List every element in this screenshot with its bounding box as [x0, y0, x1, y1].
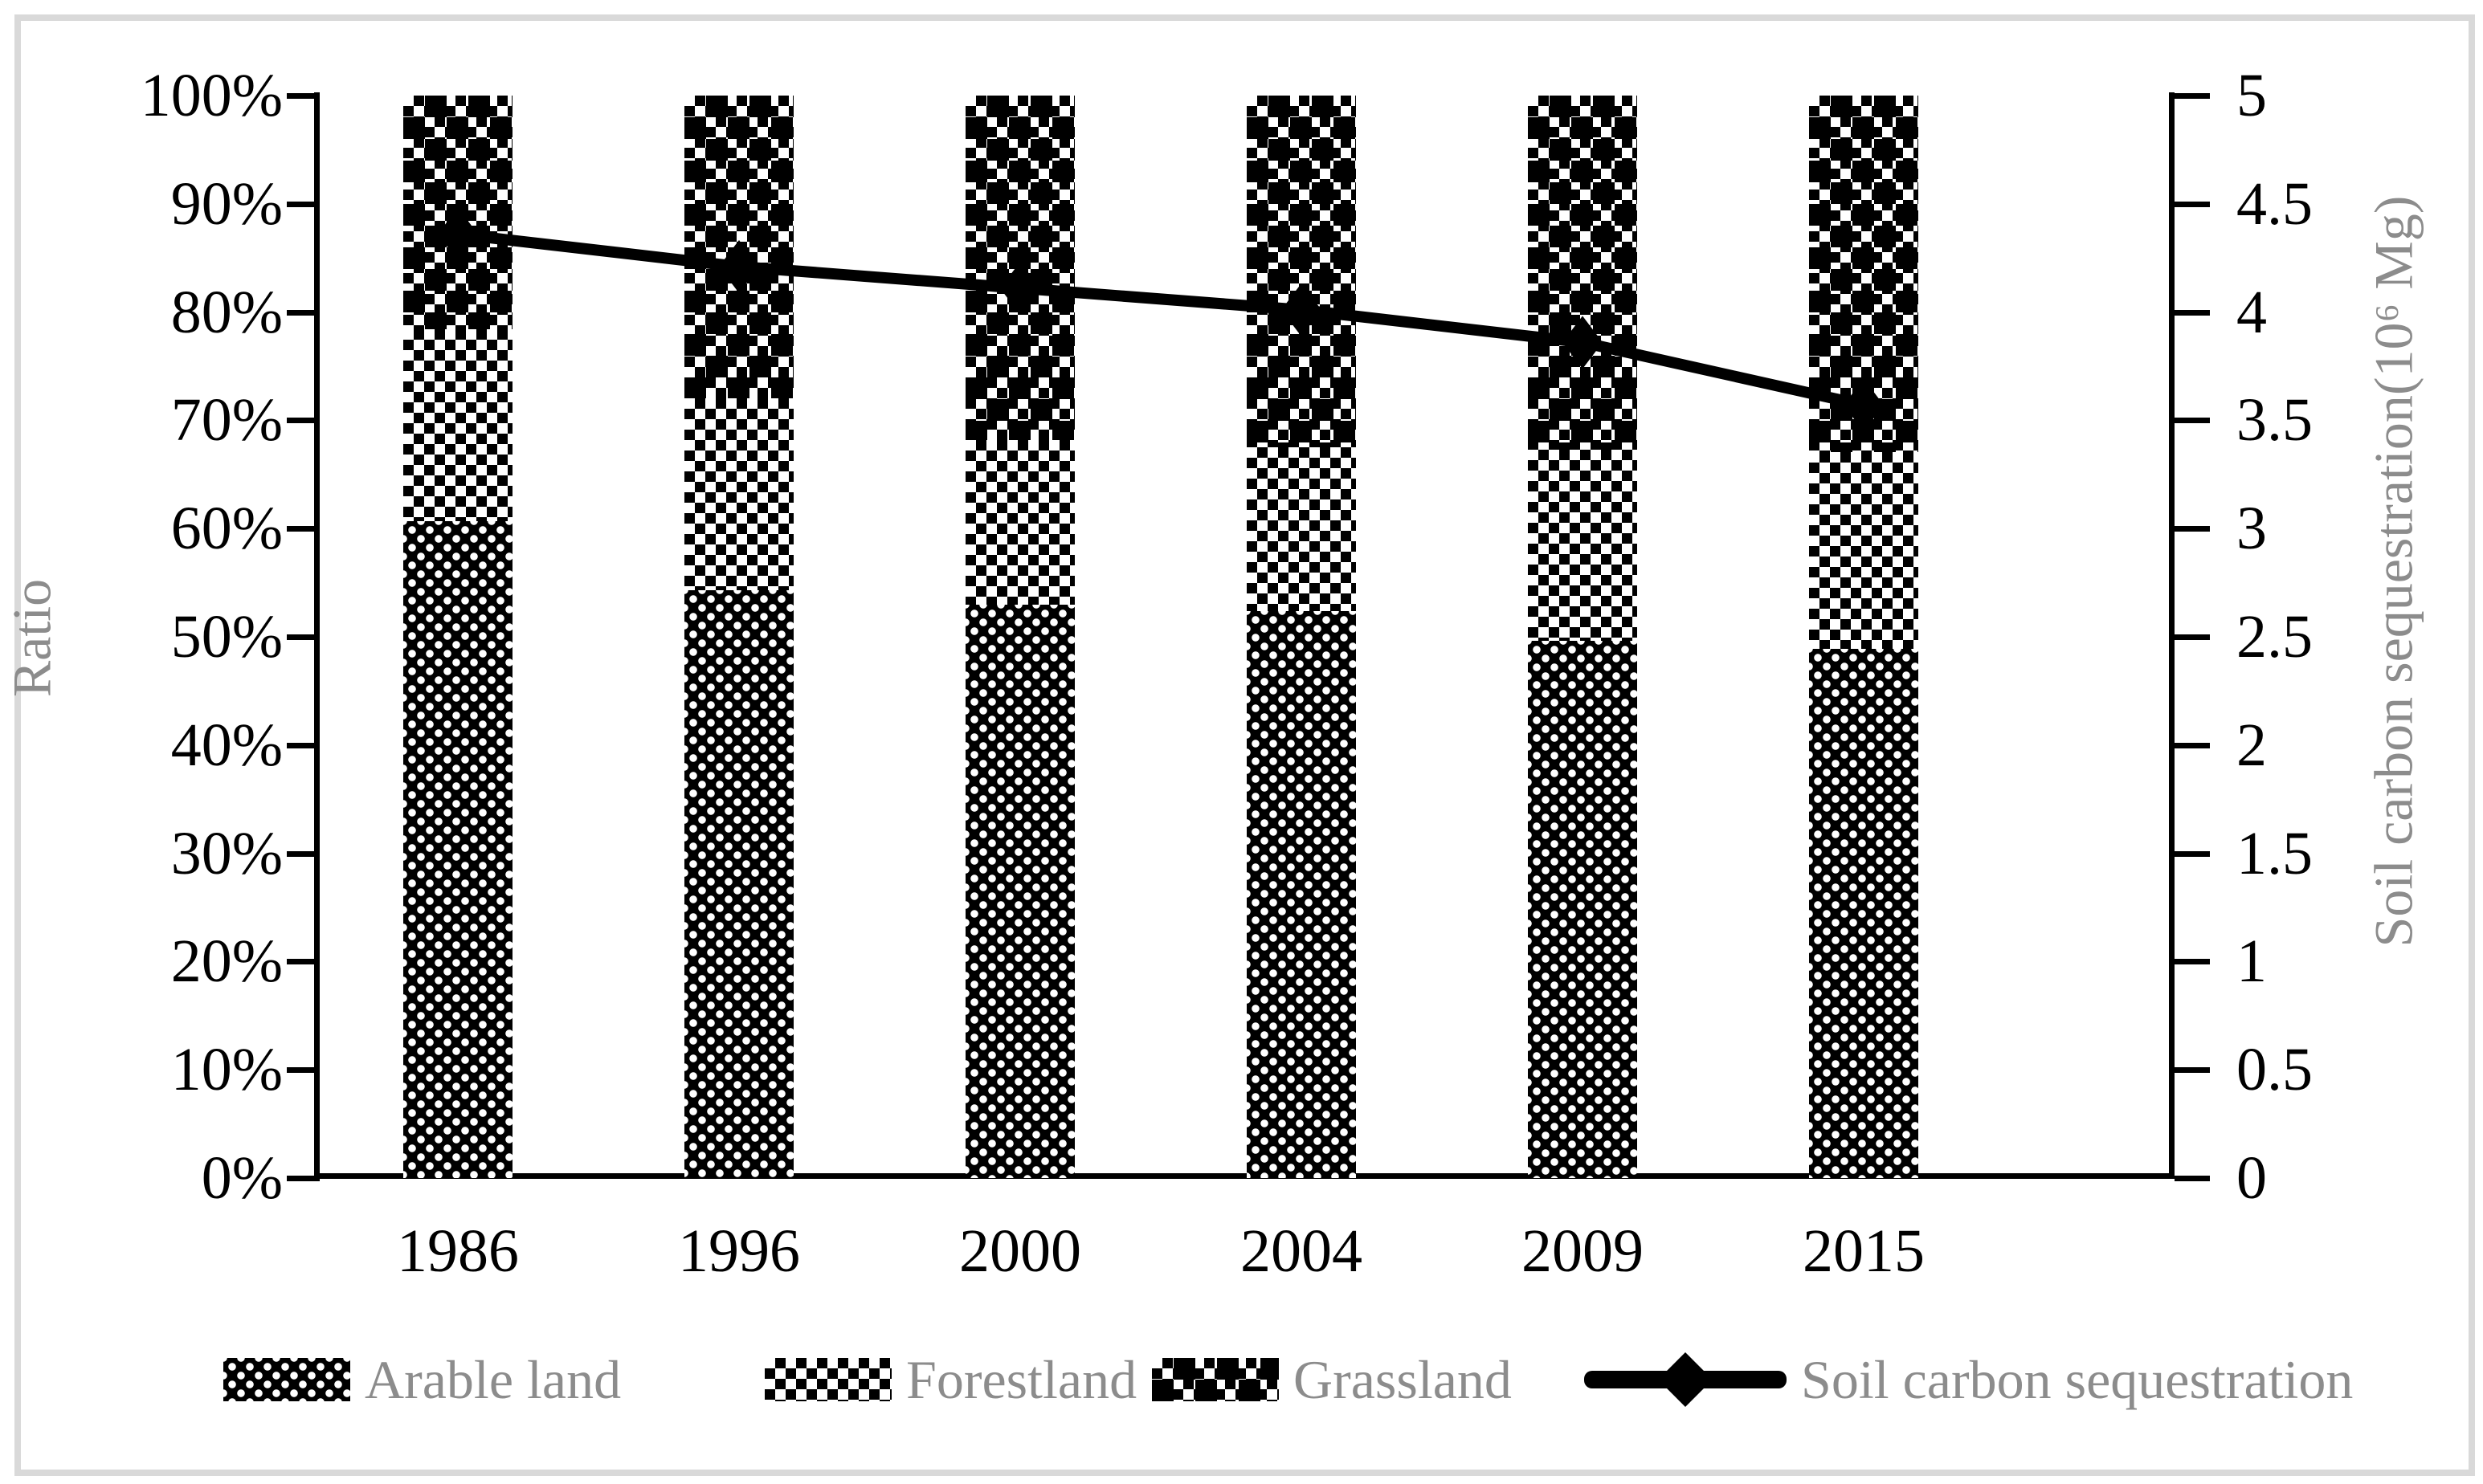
- soil-carbon-line: [457, 228, 1865, 411]
- left-axis-tick-label: 20%: [170, 928, 283, 995]
- figure-border: [14, 14, 2475, 1476]
- left-axis-tick: [287, 743, 320, 748]
- left-axis-tick: [287, 959, 320, 964]
- right-axis-tick-label: 5: [2236, 62, 2267, 129]
- legend-label: Grassland: [1293, 1348, 1512, 1410]
- bar-segment-grassland: [1528, 96, 1637, 450]
- bar-segment-arable-land: [966, 604, 1075, 1178]
- bar-segment-grassland: [403, 96, 513, 330]
- diamond-marker-icon: [1281, 283, 1321, 336]
- bar-segment-arable-land: [1809, 648, 1918, 1178]
- left-axis-tick: [287, 526, 320, 532]
- left-axis-tick-label: 40%: [170, 711, 283, 779]
- right-axis-tick: [2175, 1176, 2210, 1181]
- bar-segment-forestland: [684, 398, 794, 590]
- left-axis-tick: [287, 310, 320, 316]
- right-axis-tick: [2175, 310, 2210, 316]
- legend-swatch-big-checker-icon: [1152, 1358, 1279, 1401]
- legend-item-soil-carbon-sequestration: Soil carbon sequestration: [1584, 1349, 2353, 1410]
- left-axis-tick-label: 0%: [201, 1144, 283, 1212]
- right-axis-tick-label: 2: [2236, 711, 2267, 779]
- left-axis-tick: [287, 202, 320, 207]
- bar-segment-forestland: [966, 439, 1075, 605]
- right-axis-tick: [2175, 1067, 2210, 1073]
- left-axis-tick: [287, 93, 320, 99]
- x-axis-tick-label: 2000: [959, 1217, 1081, 1285]
- right-axis-tick: [2175, 634, 2210, 640]
- legend-item-forestland: Forestland: [765, 1349, 1137, 1410]
- left-axis-tick: [287, 418, 320, 423]
- left-axis-tick-label: 60%: [170, 495, 283, 562]
- bar-segment-arable-land: [1528, 641, 1637, 1178]
- stacked-bar: [966, 96, 1075, 1178]
- right-axis-tick-label: 0.5: [2236, 1036, 2313, 1103]
- right-axis-tick-label: 1.5: [2236, 820, 2313, 887]
- right-axis-tick-label: 3: [2236, 495, 2267, 562]
- right-axis-tick: [2175, 93, 2210, 99]
- bar-segment-forestland: [1809, 451, 1918, 649]
- left-axis-tick-label: 90%: [170, 170, 283, 238]
- left-axis-tick-label: 70%: [170, 386, 283, 454]
- legend-swatch-dotted-black-icon: [223, 1358, 350, 1401]
- left-axis-tick: [287, 1176, 320, 1181]
- right-axis-tick: [2175, 418, 2210, 423]
- diamond-marker-icon: [719, 239, 759, 293]
- x-axis-line: [314, 1173, 2175, 1179]
- right-axis-tick-label: 3.5: [2236, 386, 2313, 454]
- legend-line-diamond-icon: [1584, 1352, 1787, 1407]
- right-axis-tick-label: 2.5: [2236, 603, 2313, 671]
- legend-label: Forestland: [906, 1348, 1137, 1410]
- left-axis-tick-label: 80%: [170, 279, 283, 346]
- bar-segment-forestland: [1247, 447, 1356, 611]
- stacked-bar: [684, 96, 794, 1178]
- legend-item-grassland: Grassland: [1152, 1349, 1512, 1410]
- x-axis-tick-label: 1996: [678, 1217, 800, 1285]
- diamond-marker-icon: [1562, 316, 1603, 369]
- legend-label: Soil carbon sequestration: [1801, 1348, 2354, 1410]
- stacked-bar: [403, 96, 513, 1178]
- right-axis-tick: [2175, 202, 2210, 207]
- left-axis-tick: [287, 851, 320, 857]
- left-axis-tick-label: 100%: [140, 62, 283, 129]
- right-axis-tick-label: 4.5: [2236, 170, 2313, 238]
- right-axis-tick: [2175, 959, 2210, 964]
- right-axis-tick-label: 4: [2236, 279, 2267, 346]
- stacked-bar: [1809, 96, 1918, 1178]
- bar-segment-forestland: [403, 329, 513, 521]
- bar-segment-forestland: [1528, 449, 1637, 642]
- plot-area: [319, 96, 2169, 1178]
- legend-item-arable-land: Arable land: [223, 1349, 621, 1410]
- legend-label: Arable land: [365, 1348, 622, 1410]
- bar-segment-grassland: [1247, 96, 1356, 448]
- stacked-bar: [1247, 96, 1356, 1178]
- right-axis-tick: [2175, 851, 2210, 857]
- x-axis-tick-label: 2015: [1803, 1217, 1925, 1285]
- left-axis-tick: [287, 634, 320, 640]
- left-axis-tick-label: 50%: [170, 603, 283, 671]
- bar-segment-arable-land: [684, 590, 794, 1178]
- legend-diamond-icon: [1658, 1352, 1713, 1407]
- x-axis-tick-label: 2009: [1521, 1217, 1644, 1285]
- stacked-bar: [1528, 96, 1637, 1178]
- left-axis-tick-label: 30%: [170, 820, 283, 887]
- x-axis-tick-label: 2004: [1240, 1217, 1362, 1285]
- bar-segment-arable-land: [403, 520, 513, 1178]
- bar-segment-arable-land: [1247, 610, 1356, 1178]
- left-axis-tick-label: 10%: [170, 1036, 283, 1103]
- diamond-marker-icon: [1844, 378, 1884, 432]
- x-axis-tick-label: 1986: [397, 1217, 519, 1285]
- right-axis-line: [2169, 92, 2175, 1179]
- legend-swatch-fine-checker-icon: [765, 1358, 892, 1401]
- right-axis-tick: [2175, 743, 2210, 748]
- diamond-marker-icon: [1000, 261, 1040, 315]
- diamond-marker-icon: [438, 207, 478, 261]
- right-axis-tick-label: 1: [2236, 928, 2267, 995]
- right-axis-tick: [2175, 526, 2210, 532]
- left-axis-tick: [287, 1067, 320, 1073]
- soil-carbon-line-layer: [438, 207, 1884, 432]
- right-axis-tick-label: 0: [2236, 1144, 2267, 1212]
